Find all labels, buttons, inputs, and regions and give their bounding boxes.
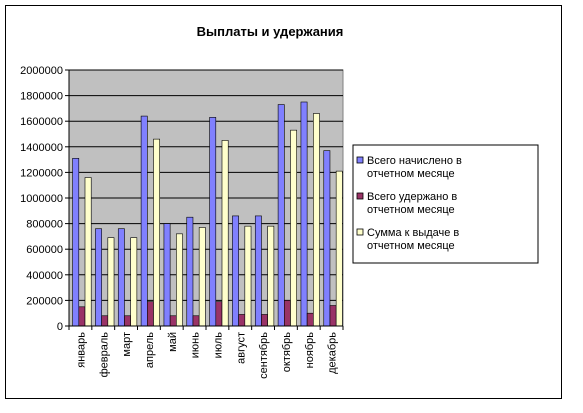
bar-1-ноябрь [300, 101, 308, 327]
bar-1-декабрь [323, 150, 331, 327]
y-tick-label: 2000000 [20, 65, 63, 77]
bar-2-июнь [192, 315, 200, 327]
bar-3-ноябрь [313, 113, 320, 327]
bar-2-февраль [101, 315, 109, 327]
bar-3-май [176, 233, 183, 327]
bar-2-август [238, 314, 246, 327]
bar-3-февраль [107, 237, 115, 327]
bar-1-январь [72, 158, 80, 327]
legend-entry: Всего удержано в отчетном месяце [367, 191, 457, 216]
bar-1-июль [209, 117, 217, 327]
x-tick-label: февраль [98, 332, 110, 378]
x-tick-label: июнь [190, 332, 202, 358]
y-tick-label: 1000000 [20, 193, 63, 205]
legend-box [352, 144, 539, 264]
x-tick-label: июль [212, 332, 224, 359]
bar-1-март [117, 228, 125, 327]
bar-2-октябрь [283, 300, 291, 327]
y-tick-label: 0 [57, 321, 63, 333]
legend-swatch [356, 228, 364, 236]
bar-1-февраль [95, 228, 102, 327]
x-tick-label: сентябрь [258, 332, 270, 379]
legend: Всего начислено в отчетном месяце Всего уд… [352, 144, 539, 264]
bar-3-сентябрь [267, 225, 275, 327]
bar-3-январь [84, 177, 92, 327]
bar-3-июль [221, 140, 229, 327]
x-tick-label: март [121, 332, 133, 357]
x-tick-label: май [167, 332, 179, 352]
bar-3-август [244, 225, 252, 327]
legend-entry: Сумма к выдаче в отчетном месяце [367, 227, 459, 252]
bar-2-декабрь [329, 305, 337, 327]
x-tick-label: апрель [144, 332, 156, 368]
x-tick-label: январь [75, 332, 87, 368]
bar-2-май [169, 315, 177, 327]
bar-1-сентябрь [254, 215, 262, 327]
bar-1-август [232, 215, 239, 327]
x-tick-label: ноябрь [304, 332, 316, 369]
x-tick-label: август [235, 332, 247, 364]
axes: 0 200000 400000 600000 800000 1000000 1200000 1… [20, 65, 344, 379]
plot-area [68, 69, 344, 327]
bar-2-апрель [147, 301, 154, 327]
y-tick-label: 1600000 [20, 116, 63, 128]
legend-swatch [356, 192, 364, 200]
legend-entry: Всего начислено в отчетном месяце [367, 155, 462, 180]
bar-1-июнь [186, 216, 194, 327]
x-tick-label: декабрь [327, 332, 339, 374]
bar-1-апрель [140, 115, 148, 327]
bar-3-октябрь [290, 129, 297, 327]
y-tick-label: 1800000 [20, 91, 63, 103]
y-tick-label: 800000 [26, 219, 63, 231]
bar-3-апрель [153, 138, 160, 327]
bar-3-март [130, 237, 138, 327]
bar-1-октябрь [277, 104, 285, 327]
bar-2-сентябрь [261, 314, 268, 327]
bar-3-июнь [198, 227, 206, 327]
bar-3-декабрь [335, 170, 343, 327]
bar-2-ноябрь [306, 312, 314, 327]
y-tick-label: 400000 [26, 270, 63, 282]
chart-title: Выплаты и удержания [197, 24, 344, 39]
y-tick-label: 1400000 [20, 142, 63, 154]
bar-1-май [163, 223, 171, 327]
bar-2-январь [78, 306, 86, 327]
y-tick-label: 600000 [26, 244, 63, 256]
x-tick-label: октябрь [281, 332, 293, 372]
y-tick-label: 200000 [26, 295, 63, 307]
y-tick-label: 1200000 [20, 167, 63, 179]
legend-swatch [356, 156, 364, 164]
bar-2-март [124, 315, 131, 327]
bar-2-июль [215, 301, 223, 327]
